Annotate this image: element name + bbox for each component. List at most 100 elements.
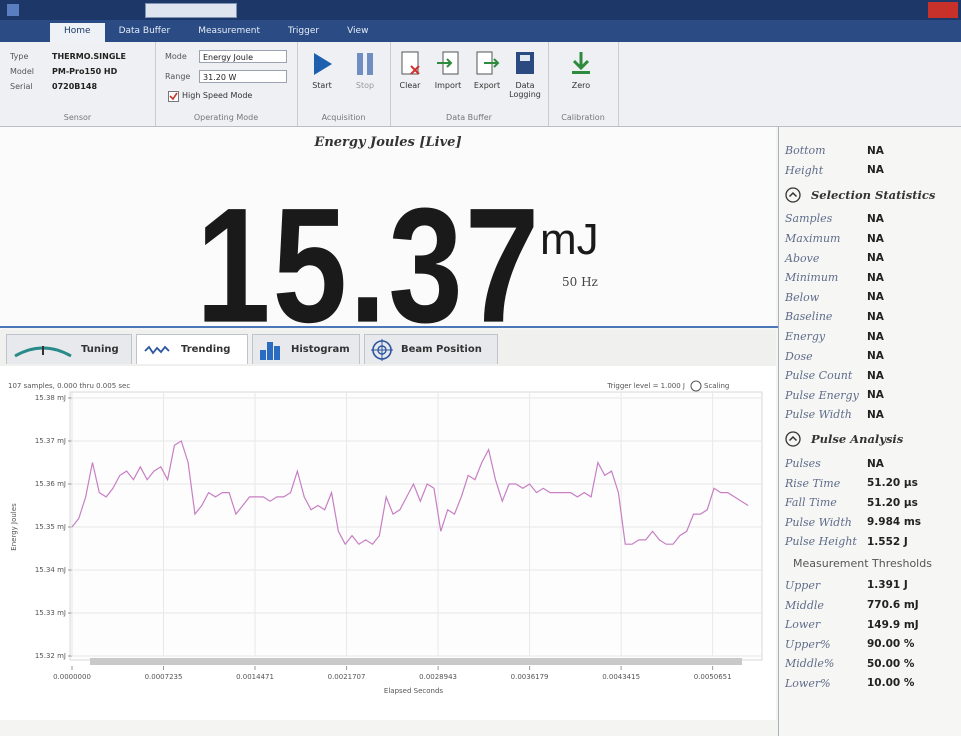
data-logging-button[interactable]: Data Logging	[506, 50, 544, 99]
y-tick-label: 15.32 mJ	[35, 652, 66, 660]
stat-label: Pulse Width	[779, 516, 867, 529]
stat-value: NA	[867, 370, 884, 382]
stat-value: NA	[867, 164, 884, 176]
button-label: Data Logging	[509, 81, 541, 99]
stat-value: NA	[867, 389, 884, 401]
annotation: Trigger level = 1.000 J	[606, 382, 685, 390]
stat-label: Baseline	[779, 310, 867, 323]
button-label: Import	[435, 81, 462, 90]
clear-button[interactable]: Clear	[390, 50, 430, 90]
zero-button[interactable]: Zero	[561, 50, 601, 90]
stat-label: Above	[779, 252, 867, 265]
zero-icon	[568, 50, 594, 78]
button-label: Clear	[400, 81, 421, 90]
calibration-group: Zero Calibration	[548, 42, 619, 126]
import-icon	[435, 50, 461, 78]
trending-tab[interactable]: Trending	[136, 334, 248, 364]
stat-value: 90.00 %	[867, 638, 914, 650]
mode-dropdown[interactable]: Energy Joule	[199, 50, 287, 63]
stat-label: Upper%	[779, 638, 867, 651]
ribbon-tab[interactable]: Data Buffer	[105, 23, 185, 42]
stat-label: Lower%	[779, 677, 867, 690]
stat-value: 9.984 ms	[867, 516, 921, 528]
stat-label: Pulse Height	[779, 535, 867, 548]
stop-button[interactable]: Stop	[345, 50, 385, 90]
stat-value: 1.391 J	[867, 579, 908, 591]
x-tick-label: 0.0021707	[328, 673, 366, 681]
scaling-label: Scaling	[704, 382, 729, 390]
logging-icon	[512, 50, 538, 78]
stat-value: NA	[867, 252, 884, 264]
ribbon-tab[interactable]: Measurement	[184, 23, 274, 42]
stat-value: NA	[867, 409, 884, 421]
x-tick-label: 0.0036179	[511, 673, 549, 681]
stat-row: Upper%90.00 %	[779, 634, 961, 654]
button-label: Zero	[572, 81, 590, 90]
y-tick-label: 15.36 mJ	[35, 480, 66, 488]
stat-value: NA	[867, 331, 884, 343]
divider	[0, 326, 778, 328]
x-tick-label: 0.0000000	[53, 673, 91, 681]
tuning-icon	[13, 342, 73, 358]
stat-value: NA	[867, 145, 884, 157]
x-tick-label: 0.0050651	[694, 673, 732, 681]
collapse-icon	[785, 431, 801, 447]
high-speed-checkbox[interactable]	[168, 91, 179, 102]
stat-row: Fall Time51.20 µs	[779, 493, 961, 513]
histogram-tab[interactable]: Histogram	[252, 334, 360, 364]
range-dropdown[interactable]: 31.20 W	[199, 70, 287, 83]
scaling-icon[interactable]	[691, 381, 701, 391]
stat-label: Pulse Width	[779, 408, 867, 421]
stat-value: NA	[867, 233, 884, 245]
field-value: 0720B148	[52, 82, 97, 91]
quick-combo[interactable]	[145, 3, 237, 18]
stat-row: BottomNA	[779, 141, 961, 161]
field-label: Type	[10, 52, 28, 61]
stat-value: NA	[867, 291, 884, 303]
stat-row: Lower149.9 mJ	[779, 615, 961, 635]
group-label: Data Buffer	[390, 113, 548, 122]
import-button[interactable]: Import	[428, 50, 468, 90]
ribbon-tab[interactable]: Trigger	[274, 23, 333, 42]
close-button[interactable]	[928, 2, 958, 18]
ribbon-tab[interactable]: View	[333, 23, 382, 42]
stat-value: 51.20 µs	[867, 497, 918, 509]
tuning-tab[interactable]: Tuning	[6, 334, 132, 364]
beam-position-tab[interactable]: Beam Position	[364, 334, 498, 364]
section-header[interactable]: Selection Statistics	[779, 180, 961, 209]
stat-row: Pulse EnergyNA	[779, 386, 961, 406]
app-icon	[6, 3, 20, 17]
stat-row: EnergyNA	[779, 327, 961, 347]
stat-row: DoseNA	[779, 346, 961, 366]
x-tick-label: 0.0007235	[145, 673, 183, 681]
range-label: Range	[165, 72, 190, 81]
view-tabs: Tuning Trending Histogram Beam Position	[0, 330, 776, 367]
check-mark	[169, 92, 178, 101]
stat-label: Minimum	[779, 271, 867, 284]
group-label: Sensor	[0, 113, 155, 122]
stat-value: 50.00 %	[867, 658, 914, 670]
y-tick-label: 15.37 mJ	[35, 437, 66, 445]
stat-label: Middle%	[779, 657, 867, 670]
stat-label: Pulses	[779, 457, 867, 470]
stat-label: Samples	[779, 212, 867, 225]
start-button[interactable]: Start	[302, 50, 342, 90]
export-button[interactable]: Export	[467, 50, 507, 90]
display-title: Energy Joules [Live]	[0, 135, 776, 150]
stat-value: 770.6 mJ	[867, 599, 919, 611]
histogram-icon	[259, 340, 283, 360]
stat-value: 1.552 J	[867, 536, 908, 548]
ribbon-tab[interactable]: Home	[50, 23, 105, 42]
tab-label: Tuning	[81, 344, 119, 355]
section-title: Measurement Thresholds	[793, 557, 932, 570]
section-header[interactable]: Pulse Analysis	[779, 425, 961, 454]
trending-icon	[143, 343, 173, 357]
stat-value: NA	[867, 213, 884, 225]
stat-value: 10.00 %	[867, 677, 914, 689]
